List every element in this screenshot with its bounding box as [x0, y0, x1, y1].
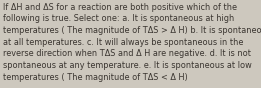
- Text: If ΔH and ΔS for a reaction are both positive which of the
following is true. Se: If ΔH and ΔS for a reaction are both pos…: [3, 3, 261, 82]
